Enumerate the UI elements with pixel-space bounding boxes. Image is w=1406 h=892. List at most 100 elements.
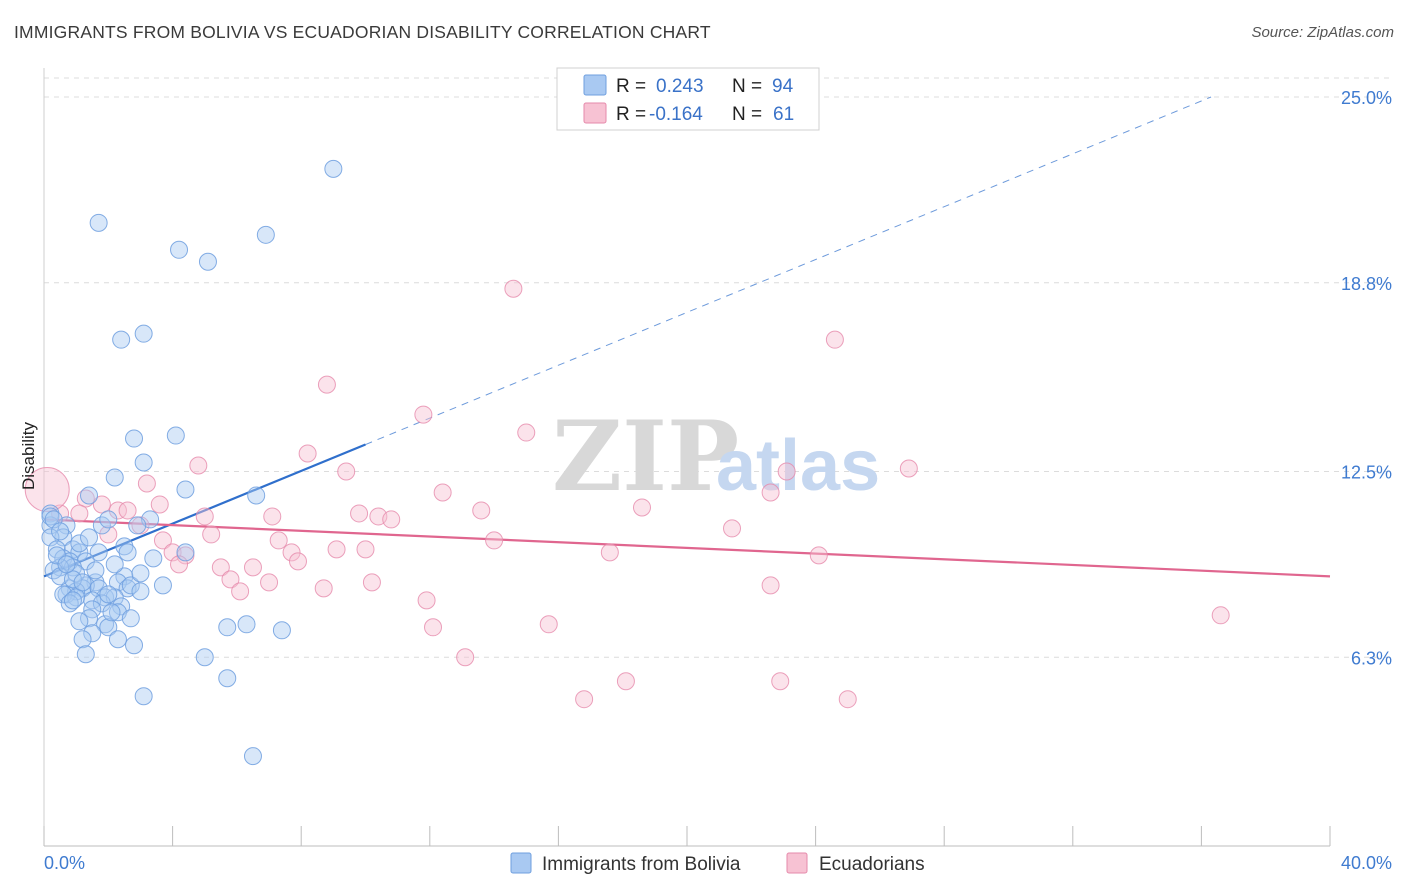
point-ecuadorians (433, 483, 452, 502)
point-immigrants-from-bolivia (144, 549, 163, 568)
point-ecuadorians (899, 459, 918, 478)
point-immigrants-from-bolivia (125, 429, 144, 448)
axes (43, 68, 1331, 847)
point-ecuadorians (761, 483, 780, 502)
point-immigrants-from-bolivia (63, 570, 82, 589)
point-ecuadorians (472, 501, 491, 520)
point-ecuadorians (70, 504, 89, 523)
point-immigrants-from-bolivia (195, 648, 214, 667)
point-ecuadorians (723, 519, 742, 538)
point-immigrants-from-bolivia (134, 453, 153, 472)
point-immigrants-from-bolivia (60, 594, 79, 613)
point-ecuadorians (298, 444, 317, 463)
chart-title: IMMIGRANTS FROM BOLIVIA VS ECUADORIAN DI… (14, 22, 711, 42)
point-ecuadorians (118, 501, 137, 520)
legend-top: R = 0.243 N = 94 R = -0.164 N = 61 (556, 67, 820, 131)
x-tick-label: 40.0% (1341, 853, 1392, 873)
point-ecuadorians (137, 474, 156, 493)
y-tick-label: 12.5% (1341, 463, 1392, 483)
point-immigrants-from-bolivia (76, 645, 95, 664)
point-immigrants-from-bolivia (105, 468, 124, 487)
point-ecuadorians (76, 489, 95, 508)
legend-n-label-1: N = (732, 76, 762, 97)
point-ecuadorians (771, 672, 790, 691)
point-immigrants-from-bolivia (80, 486, 99, 505)
watermark: ZIP atlas (552, 400, 880, 513)
point-immigrants-from-bolivia (134, 324, 153, 343)
legend-n-value-2: 61 (773, 104, 794, 125)
point-immigrants-from-bolivia (92, 594, 111, 613)
point-ecuadorians (825, 330, 844, 349)
y-tick-labels: 6.3% 12.5% 18.8% 25.0% (1341, 88, 1392, 668)
point-immigrants-from-bolivia (47, 540, 66, 559)
point-immigrants-from-bolivia (99, 618, 118, 637)
point-ecuadorians (153, 531, 172, 550)
series-ecuadorians (24, 279, 1230, 709)
legend-bottom-swatch-ecuador (786, 852, 808, 874)
point-ecuadorians (211, 558, 230, 577)
point-immigrants-from-bolivia (41, 507, 60, 526)
point-ecuadorians (761, 576, 780, 595)
point-ecuadorians (269, 531, 288, 550)
point-ecuadorians (350, 504, 369, 523)
point-immigrants-from-bolivia (176, 543, 195, 562)
point-ecuadorians (777, 462, 796, 481)
point-ecuadorians (231, 582, 250, 601)
point-immigrants-from-bolivia (47, 546, 66, 565)
legend-swatch-ecuador (583, 102, 607, 124)
point-immigrants-from-bolivia (89, 213, 108, 232)
watermark-atlas: atlas (716, 426, 880, 506)
source-label: Source: ZipAtlas.com (1251, 24, 1394, 41)
series-immigrants-from-bolivia (41, 159, 343, 766)
point-immigrants-from-bolivia (134, 687, 153, 706)
point-immigrants-from-bolivia (153, 576, 172, 595)
point-ecuadorians (108, 501, 127, 520)
point-immigrants-from-bolivia (73, 630, 92, 649)
point-ecuadorians (575, 690, 594, 709)
point-ecuadorians (517, 423, 536, 442)
point-ecuadorians (1211, 606, 1230, 625)
point-immigrants-from-bolivia (125, 636, 144, 655)
point-immigrants-from-bolivia (115, 537, 134, 556)
point-ecuadorians (456, 648, 475, 667)
point-immigrants-from-bolivia (67, 564, 86, 583)
point-immigrants-from-bolivia (70, 612, 89, 631)
legend-bottom-label-bolivia: Immigrants from Bolivia (542, 854, 741, 875)
y-tick-label: 18.8% (1341, 274, 1392, 294)
point-immigrants-from-bolivia (131, 582, 150, 601)
point-immigrants-from-bolivia (176, 480, 195, 499)
point-immigrants-from-bolivia (63, 591, 82, 610)
point-ecuadorians (417, 591, 436, 610)
point-immigrants-from-bolivia (89, 543, 108, 562)
point-ecuadorians (150, 495, 169, 514)
point-ecuadorians (838, 690, 857, 709)
point-ecuadorians (414, 405, 433, 424)
point-ecuadorians (632, 498, 651, 517)
point-ecuadorians (202, 525, 221, 544)
point-immigrants-from-bolivia (198, 252, 217, 271)
legend-n-value-1: 94 (772, 76, 794, 97)
point-immigrants-from-bolivia (256, 225, 275, 244)
point-ecuadorians (24, 466, 70, 512)
point-immigrants-from-bolivia (272, 621, 291, 640)
point-immigrants-from-bolivia (102, 603, 121, 622)
point-immigrants-from-bolivia (121, 576, 140, 595)
trend-line-bolivia (43, 443, 366, 578)
point-ecuadorians (616, 672, 635, 691)
trend-line-bolivia-extension (365, 96, 1212, 445)
point-ecuadorians (260, 573, 279, 592)
point-ecuadorians (243, 558, 262, 577)
point-immigrants-from-bolivia (128, 516, 147, 535)
point-ecuadorians (362, 573, 381, 592)
point-immigrants-from-bolivia (86, 561, 105, 580)
point-ecuadorians (424, 618, 443, 637)
point-immigrants-from-bolivia (80, 609, 99, 628)
point-immigrants-from-bolivia (237, 615, 256, 634)
legend-r-value-2: -0.164 (649, 104, 703, 125)
point-immigrants-from-bolivia (99, 585, 118, 604)
point-immigrants-from-bolivia (99, 510, 118, 529)
point-immigrants-from-bolivia (80, 528, 99, 547)
point-immigrants-from-bolivia (166, 426, 185, 445)
point-immigrants-from-bolivia (51, 522, 70, 541)
point-immigrants-from-bolivia (70, 534, 89, 553)
